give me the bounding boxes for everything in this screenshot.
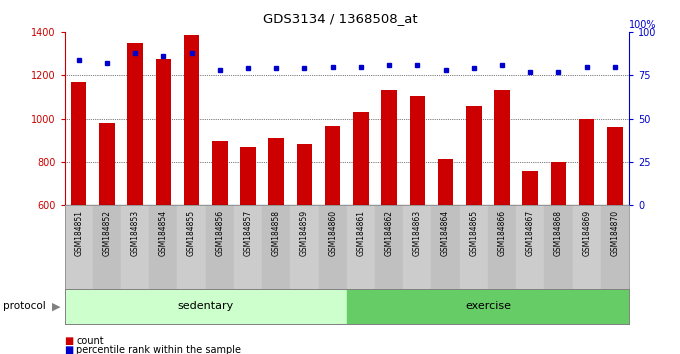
Bar — [544, 205, 573, 290]
Bar — [551, 162, 566, 205]
Text: GSM184853: GSM184853 — [131, 210, 139, 256]
Bar — [149, 205, 177, 290]
Bar — [488, 205, 516, 290]
Bar — [325, 126, 341, 205]
Bar — [375, 205, 403, 290]
Bar — [127, 43, 143, 205]
Text: GSM184856: GSM184856 — [216, 210, 224, 256]
Text: GSM184855: GSM184855 — [187, 210, 196, 256]
Text: GSM184865: GSM184865 — [469, 210, 478, 256]
Bar — [431, 205, 460, 290]
Bar — [290, 205, 318, 290]
Text: GSM184860: GSM184860 — [328, 210, 337, 256]
Text: protocol: protocol — [3, 301, 46, 311]
Text: GSM184859: GSM184859 — [300, 210, 309, 256]
Text: GSM184868: GSM184868 — [554, 210, 563, 256]
Text: GSM184869: GSM184869 — [582, 210, 591, 256]
Text: GSM184866: GSM184866 — [498, 210, 507, 256]
Bar — [579, 119, 594, 205]
Text: GSM184854: GSM184854 — [159, 210, 168, 256]
Text: ▶: ▶ — [52, 301, 61, 311]
Text: sedentary: sedentary — [177, 301, 234, 311]
Bar — [516, 205, 544, 290]
Text: 100%: 100% — [629, 20, 656, 30]
Bar — [212, 141, 228, 205]
Bar — [494, 90, 510, 205]
Bar — [92, 205, 121, 290]
Bar — [234, 205, 262, 290]
Text: ■: ■ — [65, 336, 74, 346]
Bar — [177, 205, 205, 290]
Bar — [347, 289, 629, 324]
Bar — [262, 205, 290, 290]
Text: ■: ■ — [65, 346, 74, 354]
Bar — [522, 171, 538, 205]
Text: GSM184857: GSM184857 — [243, 210, 252, 256]
Text: GSM184858: GSM184858 — [272, 210, 281, 256]
Bar — [601, 205, 629, 290]
Bar — [99, 123, 115, 205]
Bar — [353, 112, 369, 205]
Bar — [65, 289, 347, 324]
Text: GSM184864: GSM184864 — [441, 210, 450, 256]
Text: GSM184851: GSM184851 — [74, 210, 83, 256]
Bar — [381, 90, 397, 205]
Text: count: count — [76, 336, 104, 346]
Bar — [409, 96, 425, 205]
Bar — [347, 205, 375, 290]
Bar — [205, 205, 234, 290]
Bar — [466, 105, 481, 205]
Bar — [296, 143, 312, 205]
Text: percentile rank within the sample: percentile rank within the sample — [76, 346, 241, 354]
Text: exercise: exercise — [465, 301, 511, 311]
Bar — [318, 205, 347, 290]
Text: GSM184861: GSM184861 — [356, 210, 365, 256]
Bar — [121, 205, 149, 290]
Bar — [269, 138, 284, 205]
Bar — [573, 205, 601, 290]
Bar — [438, 159, 454, 205]
Text: GSM184863: GSM184863 — [413, 210, 422, 256]
Bar — [607, 127, 623, 205]
Bar — [65, 205, 92, 290]
Text: GDS3134 / 1368508_at: GDS3134 / 1368508_at — [262, 12, 418, 25]
Bar — [403, 205, 431, 290]
Text: GSM184862: GSM184862 — [385, 210, 394, 256]
Bar — [71, 82, 86, 205]
Bar — [156, 59, 171, 205]
Text: GSM184867: GSM184867 — [526, 210, 534, 256]
Text: GSM184870: GSM184870 — [611, 210, 619, 256]
Bar — [460, 205, 488, 290]
Text: GSM184852: GSM184852 — [103, 210, 112, 256]
Bar — [184, 35, 199, 205]
Bar — [240, 147, 256, 205]
